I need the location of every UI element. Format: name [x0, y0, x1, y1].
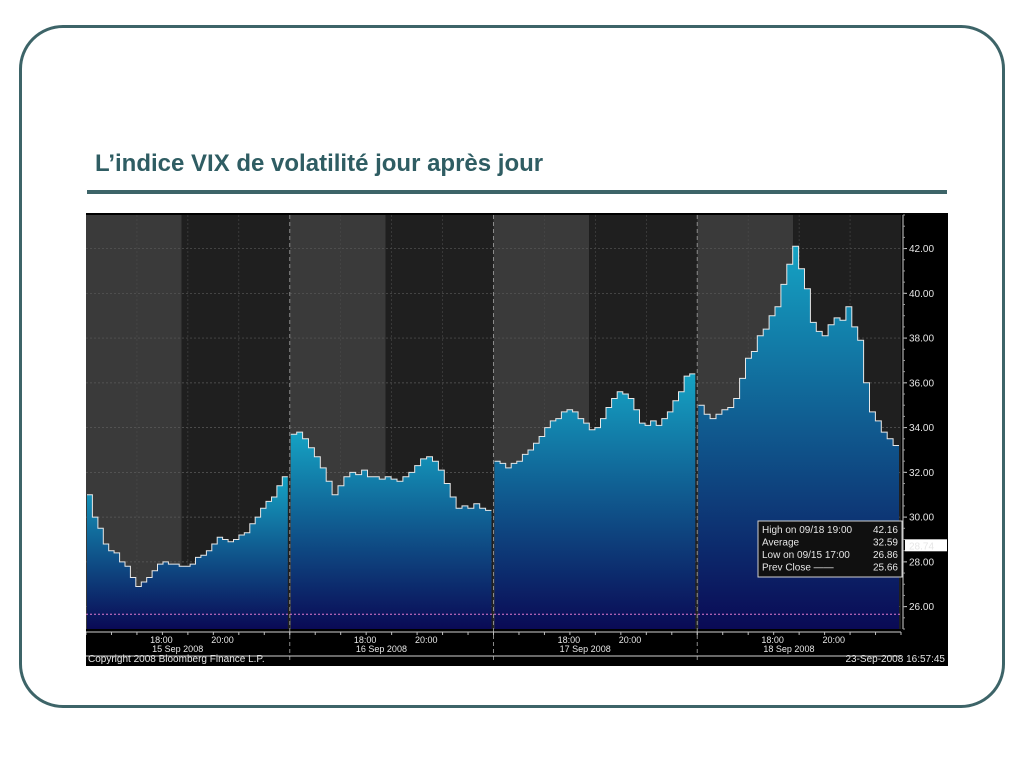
series-line-2 — [290, 431, 492, 511]
legend-row-value: 25.66 — [873, 563, 898, 574]
current-value-box — [905, 539, 947, 552]
y-tick-label: 34.00 — [909, 423, 934, 434]
copyright-text: Copyright 2008 Bloomberg Finance L.P. — [88, 654, 265, 665]
x-time-label: 18:00 — [354, 635, 377, 645]
legend-row-label: Average — [762, 538, 800, 549]
area-fill-2 — [290, 432, 492, 629]
stats-legend: High on 09/18 19:00 42.16 Average 32.59 Low … — [757, 520, 903, 578]
y-tick-label: 28.00 — [909, 557, 934, 568]
x-time-label: 18:00 — [761, 635, 784, 645]
legend-row-value: 32.59 — [873, 538, 898, 549]
vix-chart: 42.00 40.00 38.00 36.00 34.00 32.00 30.00 28.00… — [86, 213, 948, 666]
y-tick-label: 38.00 — [909, 334, 934, 345]
timestamp-text: 23-Sep-2008 16:57:45 — [845, 654, 945, 665]
legend-row-label: High on 09/18 19:00 — [762, 525, 853, 536]
legend-row-value: 26.86 — [873, 550, 898, 561]
y-tick-label: 42.00 — [909, 244, 934, 255]
x-time-label: 20:00 — [822, 635, 845, 645]
x-time-label: 20:00 — [619, 635, 642, 645]
slide-title: L’indice VIX de volatilité jour après jo… — [95, 150, 544, 177]
x-day-label: 17 Sep 2008 — [560, 644, 611, 654]
y-tick-label: 40.00 — [909, 289, 934, 300]
x-time-label: 20:00 — [415, 635, 438, 645]
current-value-label: 28.74 — [909, 541, 934, 552]
legend-row-label: Low on 09/15 17:00 — [762, 550, 850, 561]
day-dividers — [289, 215, 698, 663]
x-day-label: 16 Sep 2008 — [356, 644, 407, 654]
y-axis: 42.00 40.00 38.00 36.00 34.00 32.00 30.00 28.00… — [902, 214, 947, 630]
legend-row-value: 42.16 — [873, 525, 898, 536]
vix-chart-svg: 42.00 40.00 38.00 36.00 34.00 32.00 30.00 28.00… — [86, 214, 947, 665]
y-tick-label: 26.00 — [909, 602, 934, 613]
x-time-label: 18:00 — [558, 635, 581, 645]
y-tick-label: 32.00 — [909, 468, 934, 479]
title-rule — [87, 190, 947, 194]
y-tick-label: 36.00 — [909, 378, 934, 389]
slide-frame — [19, 25, 1005, 708]
legend-box — [757, 520, 903, 578]
legend-row-label: Prev Close —— — [762, 563, 834, 574]
series-line-3 — [494, 373, 696, 469]
series-line-4 — [698, 245, 899, 446]
y-tick-label: 30.00 — [909, 513, 934, 524]
chart-footer: Copyright 2008 Bloomberg Finance L.P. 23… — [88, 654, 945, 665]
area-fill-1 — [87, 476, 288, 629]
x-time-label: 20:00 — [211, 635, 234, 645]
area-fill-3 — [494, 373, 696, 629]
series-line-1 — [87, 476, 288, 587]
x-day-label: 18 Sep 2008 — [763, 644, 814, 654]
x-day-label: 15 Sep 2008 — [152, 644, 203, 654]
x-time-label: 18:00 — [150, 635, 173, 645]
